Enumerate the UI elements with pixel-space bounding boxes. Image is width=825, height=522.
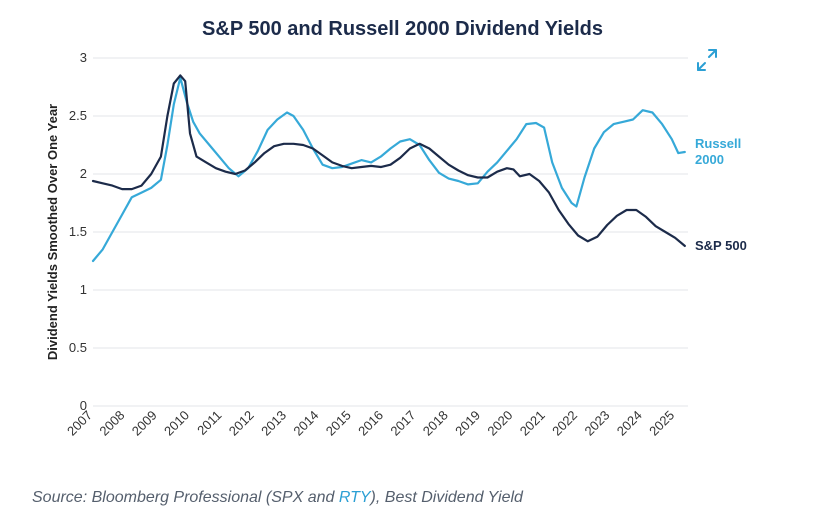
s-p-500-label: S&P 500 xyxy=(695,238,747,253)
x-tick-label: 2008 xyxy=(96,408,127,439)
x-tick-label: 2021 xyxy=(517,408,548,439)
x-tick-label: 2015 xyxy=(323,408,354,439)
x-tick-label: 2010 xyxy=(161,408,192,439)
s-p-500-line xyxy=(91,74,686,247)
x-tick-label: 2022 xyxy=(549,408,580,439)
source-link-rty[interactable]: RTY xyxy=(338,489,371,506)
x-tick-label: 2017 xyxy=(387,408,418,439)
x-tick-label: 2023 xyxy=(581,408,612,439)
x-tick-label: 2018 xyxy=(420,408,451,439)
y-tick-label: 0 xyxy=(80,398,87,413)
source-suffix: ), Best Dividend Yield xyxy=(370,489,523,506)
gridlines xyxy=(93,57,688,407)
x-tick-label: 2019 xyxy=(452,408,483,439)
series-lines xyxy=(91,74,686,263)
x-tick-label: 2016 xyxy=(355,408,386,439)
y-tick-label: 0.5 xyxy=(69,340,87,355)
x-tick-label: 2024 xyxy=(614,408,645,439)
expand-arrows-icon xyxy=(697,49,717,71)
y-tick-label: 2 xyxy=(80,166,87,181)
x-tick-label: 2025 xyxy=(646,408,677,439)
y-axis-title: Dividend Yields Smoothed Over One Year xyxy=(45,104,60,360)
x-tick-label: 2009 xyxy=(129,408,160,439)
x-tick-label: 2007 xyxy=(64,408,95,439)
russell-2000-label: 2000 xyxy=(695,152,724,167)
x-tick-label: 2012 xyxy=(226,408,257,439)
y-tick-label: 1.5 xyxy=(69,224,87,239)
russell-2000-label: Russell xyxy=(695,136,741,151)
source-prefix: Source: Bloomberg Professional (SPX and xyxy=(32,489,339,506)
x-tick-label: 2013 xyxy=(258,408,289,439)
y-tick-label: 2.5 xyxy=(69,108,87,123)
x-tick-label: 2020 xyxy=(484,408,515,439)
expand-button[interactable] xyxy=(694,48,720,72)
russell-2000-line xyxy=(91,76,686,263)
chart-title: S&P 500 and Russell 2000 Dividend Yields xyxy=(202,18,603,40)
x-tick-label: 2014 xyxy=(290,408,321,439)
y-tick-label: 1 xyxy=(80,282,87,297)
x-tick-label: 2011 xyxy=(194,408,224,438)
source-note: Source: Bloomberg Professional (SPX and … xyxy=(32,489,523,507)
y-tick-label: 3 xyxy=(80,50,87,65)
